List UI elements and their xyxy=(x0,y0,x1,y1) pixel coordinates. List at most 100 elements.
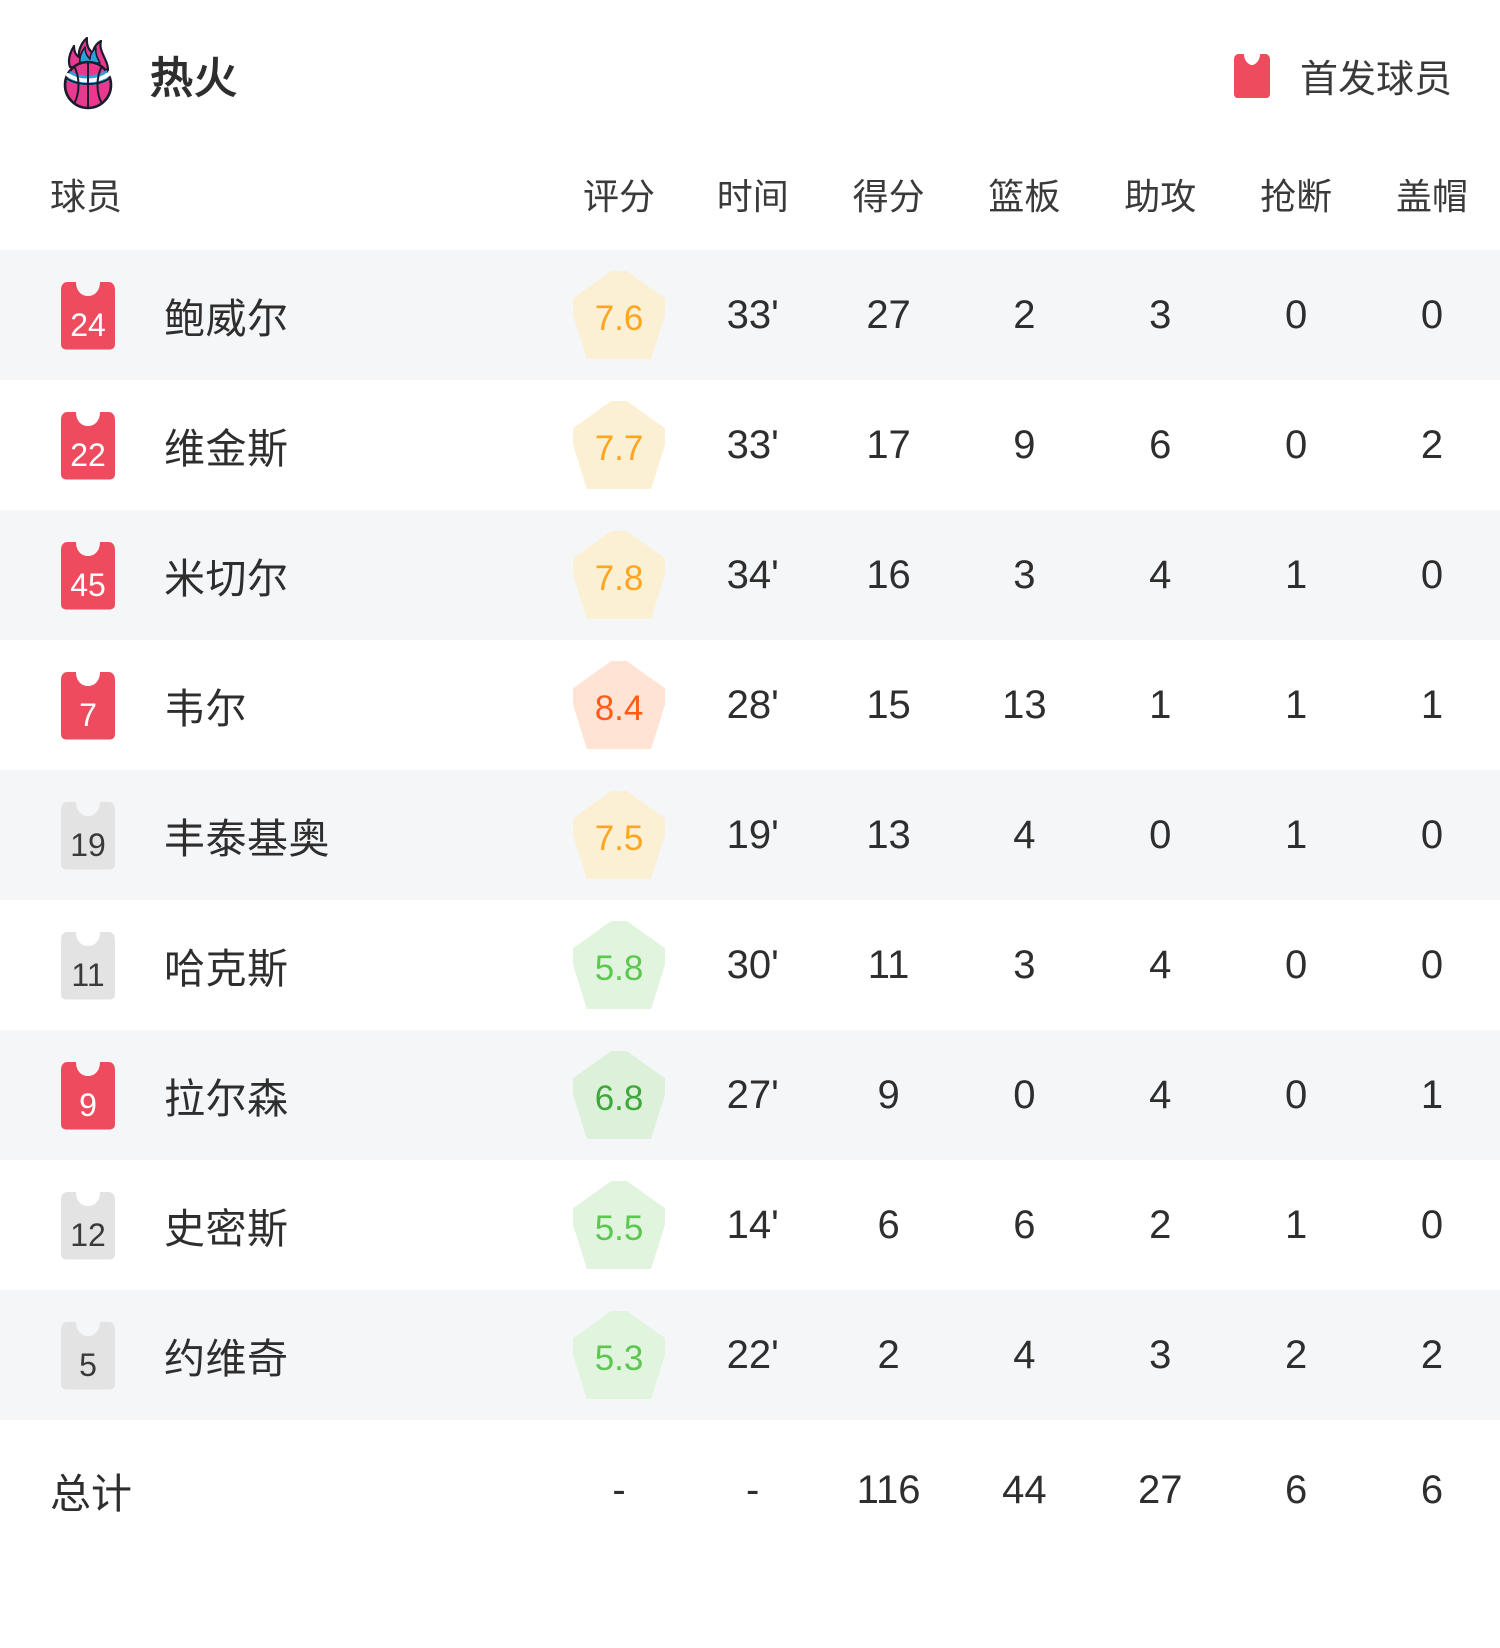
rating-value: 5.5 xyxy=(594,1208,644,1248)
table-row[interactable]: 9 拉尔森 6.8 27' 9 0 4 0 1 xyxy=(0,1030,1500,1160)
player-cell[interactable]: 22 维金斯 xyxy=(0,380,553,510)
stat-rebounds: 0 xyxy=(1013,1072,1036,1117)
total-minutes: - xyxy=(746,1467,760,1512)
player-name: 拉尔森 xyxy=(164,1076,289,1122)
player-cell[interactable]: 9 拉尔森 xyxy=(0,1030,553,1160)
table-row[interactable]: 19 丰泰基奥 7.5 19' 13 4 0 1 0 xyxy=(0,770,1500,900)
rating-value: 7.8 xyxy=(594,558,644,598)
stat-blocks: 0 xyxy=(1420,812,1444,857)
pentagon-shape-icon xyxy=(573,271,666,359)
stat-steals: 0 xyxy=(1285,1072,1308,1117)
column-header-points[interactable]: 得分 xyxy=(820,150,957,250)
player-cell[interactable]: 5 约维奇 xyxy=(0,1290,553,1420)
stat-assists: 6 xyxy=(1149,422,1172,467)
pentagon-shape-icon xyxy=(573,1051,666,1139)
stat-assists: 4 xyxy=(1149,942,1172,987)
rating-value: 7.6 xyxy=(594,298,644,338)
table-row[interactable]: 24 鲍威尔 7.6 33' 27 2 3 0 0 xyxy=(0,250,1500,380)
jersey-number-icon: 7 xyxy=(50,669,126,741)
player-name: 鲍威尔 xyxy=(164,296,289,342)
starters-legend: 首发球员 xyxy=(1226,48,1452,103)
stat-steals: 0 xyxy=(1285,292,1308,337)
stat-minutes: 33' xyxy=(726,292,779,337)
jersey-number-icon: 12 xyxy=(50,1189,126,1261)
rating-badge: 6.8 xyxy=(573,1051,666,1139)
rating-badge: 5.5 xyxy=(573,1181,666,1269)
player-cell[interactable]: 19 丰泰基奥 xyxy=(0,770,553,900)
rating-badge: 5.3 xyxy=(573,1311,666,1399)
pentagon-shape-icon xyxy=(573,401,666,489)
player-cell[interactable]: 12 史密斯 xyxy=(0,1160,553,1290)
column-header-rebounds[interactable]: 篮板 xyxy=(956,150,1093,250)
rating-cell: 7.6 xyxy=(553,250,684,380)
column-header-player[interactable]: 球员 xyxy=(0,150,554,250)
stat-assists: 3 xyxy=(1149,1332,1172,1377)
jersey-number-icon: 24 xyxy=(50,279,126,351)
stat-points: 11 xyxy=(867,942,910,987)
table-row[interactable]: 5 约维奇 5.3 22' 2 4 3 2 2 xyxy=(0,1290,1500,1420)
svg-text:11: 11 xyxy=(71,957,104,993)
svg-text:45: 45 xyxy=(70,567,106,603)
stat-points: 6 xyxy=(877,1202,900,1247)
column-header-steals[interactable]: 抢断 xyxy=(1228,150,1365,250)
total-row: 总计 - - 116 44 27 6 6 xyxy=(0,1420,1500,1560)
player-name: 丰泰基奥 xyxy=(164,816,330,862)
stat-rebounds: 3 xyxy=(1013,942,1036,987)
pentagon-shape-icon xyxy=(573,791,666,879)
rating-value: 8.4 xyxy=(594,688,644,728)
rating-cell: 5.3 xyxy=(553,1290,684,1420)
table-row[interactable]: 12 史密斯 5.5 14' 6 6 2 1 0 xyxy=(0,1160,1500,1290)
rating-badge: 7.7 xyxy=(573,401,666,489)
stat-assists: 1 xyxy=(1149,682,1172,727)
svg-text:24: 24 xyxy=(70,307,106,343)
rating-value: 5.3 xyxy=(594,1338,644,1378)
table-row[interactable]: 45 米切尔 7.8 34' 16 3 4 1 0 xyxy=(0,510,1500,640)
player-cell[interactable]: 7 韦尔 xyxy=(0,640,553,770)
rating-value: 7.5 xyxy=(594,818,644,858)
player-cell[interactable]: 45 米切尔 xyxy=(0,510,553,640)
rating-badge: 8.4 xyxy=(573,661,666,749)
player-name: 史密斯 xyxy=(164,1206,289,1252)
jersey-number-icon: 5 xyxy=(50,1319,126,1391)
jersey-number-icon: 19 xyxy=(50,799,126,871)
stat-points: 13 xyxy=(866,812,911,857)
stat-minutes: 22' xyxy=(726,1332,779,1377)
stat-blocks: 1 xyxy=(1420,682,1444,727)
table-body: 24 鲍威尔 7.6 33' 27 2 3 0 0 22 维金斯 7.7 33' 17 9 6 0 2 45 米切尔 7… xyxy=(0,250,1500,1560)
rating-cell: 7.7 xyxy=(553,380,684,510)
player-name: 维金斯 xyxy=(164,426,289,472)
table-row[interactable]: 11 哈克斯 5.8 30' 11 3 4 0 0 xyxy=(0,900,1500,1030)
jersey-number-icon: 22 xyxy=(50,409,126,481)
stat-assists: 3 xyxy=(1149,292,1172,337)
column-header-rating[interactable]: 评分 xyxy=(553,150,685,250)
page-title: 热火 xyxy=(150,55,238,103)
total-assists: 27 xyxy=(1138,1467,1183,1512)
rating-badge: 5.8 xyxy=(573,921,666,1009)
stat-rebounds: 13 xyxy=(1002,682,1047,727)
jersey-number-icon: 45 xyxy=(50,539,126,611)
svg-text:9: 9 xyxy=(79,1087,97,1123)
stat-assists: 2 xyxy=(1149,1202,1172,1247)
stat-rebounds: 4 xyxy=(1013,1332,1036,1377)
pentagon-shape-icon xyxy=(573,1181,666,1269)
table-row[interactable]: 22 维金斯 7.7 33' 17 9 6 0 2 xyxy=(0,380,1500,510)
stat-steals: 1 xyxy=(1285,1202,1308,1247)
stat-rebounds: 4 xyxy=(1013,812,1036,857)
player-stats-table: 球员 评分 时间 得分 篮板 助攻 抢断 盖帽 24 鲍威尔 7.6 33' 27 2 3 0… xyxy=(0,150,1500,1560)
table-row[interactable]: 7 韦尔 8.4 28' 15 13 1 1 1 xyxy=(0,640,1500,770)
total-rating: - xyxy=(612,1467,626,1512)
rating-value: 5.8 xyxy=(594,948,644,988)
player-cell[interactable]: 11 哈克斯 xyxy=(0,900,553,1030)
stat-steals: 1 xyxy=(1285,812,1308,857)
stat-blocks: 2 xyxy=(1420,422,1444,467)
column-header-minutes[interactable]: 时间 xyxy=(684,150,821,250)
stat-steals: 1 xyxy=(1285,682,1308,727)
column-header-blocks[interactable]: 盖帽 xyxy=(1364,150,1500,250)
stat-minutes: 33' xyxy=(726,422,779,467)
column-header-assists[interactable]: 助攻 xyxy=(1092,150,1229,250)
heat-basketball-flame-logo-icon xyxy=(50,37,126,113)
stat-blocks: 2 xyxy=(1420,1332,1444,1377)
player-cell[interactable]: 24 鲍威尔 xyxy=(0,250,553,380)
stat-steals: 0 xyxy=(1285,942,1308,987)
